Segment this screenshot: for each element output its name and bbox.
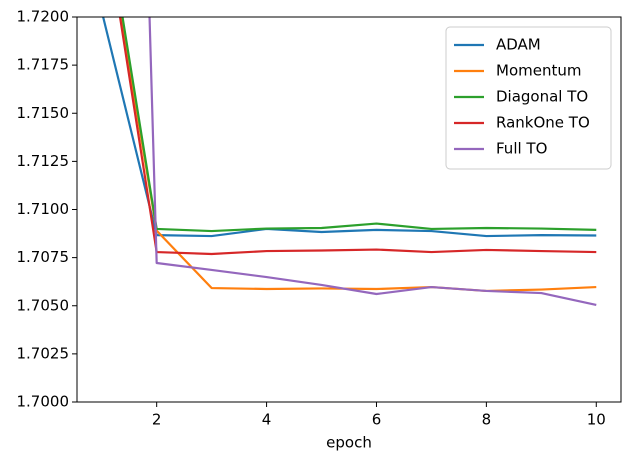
y-tick-label: 1.7025 [17,344,70,362]
y-tick-label: 1.7200 [17,8,70,26]
legend-label: Diagonal TO [496,88,588,106]
series-line [121,17,597,233]
x-tick-label: 10 [587,411,606,429]
series-line [102,17,597,238]
axes-frame [76,16,622,403]
series-line [118,17,597,256]
y-tick-label: 1.7175 [17,56,70,74]
legend-label: Momentum [496,62,581,80]
x-axis-label: epoch [326,434,372,452]
y-tick-label: 1.7100 [17,200,70,218]
y-tick-label: 1.7150 [17,104,70,122]
y-tick-label: 1.7075 [17,248,70,266]
series-line [148,17,597,307]
x-tick-label: 6 [372,411,382,429]
y-tick-label: 1.7050 [17,296,70,314]
x-tick-label: 2 [152,411,162,429]
legend-label: ADAM [496,36,541,54]
legend-box [445,26,612,170]
x-tick-label: 8 [482,411,492,429]
x-tick-label: 4 [262,411,272,429]
y-tick-label: 1.7000 [17,393,70,411]
y-tick-label: 1.7125 [17,152,70,170]
legend-label: Full TO [496,140,547,158]
legend-label: RankOne TO [496,114,590,132]
plot-lines [102,17,597,307]
